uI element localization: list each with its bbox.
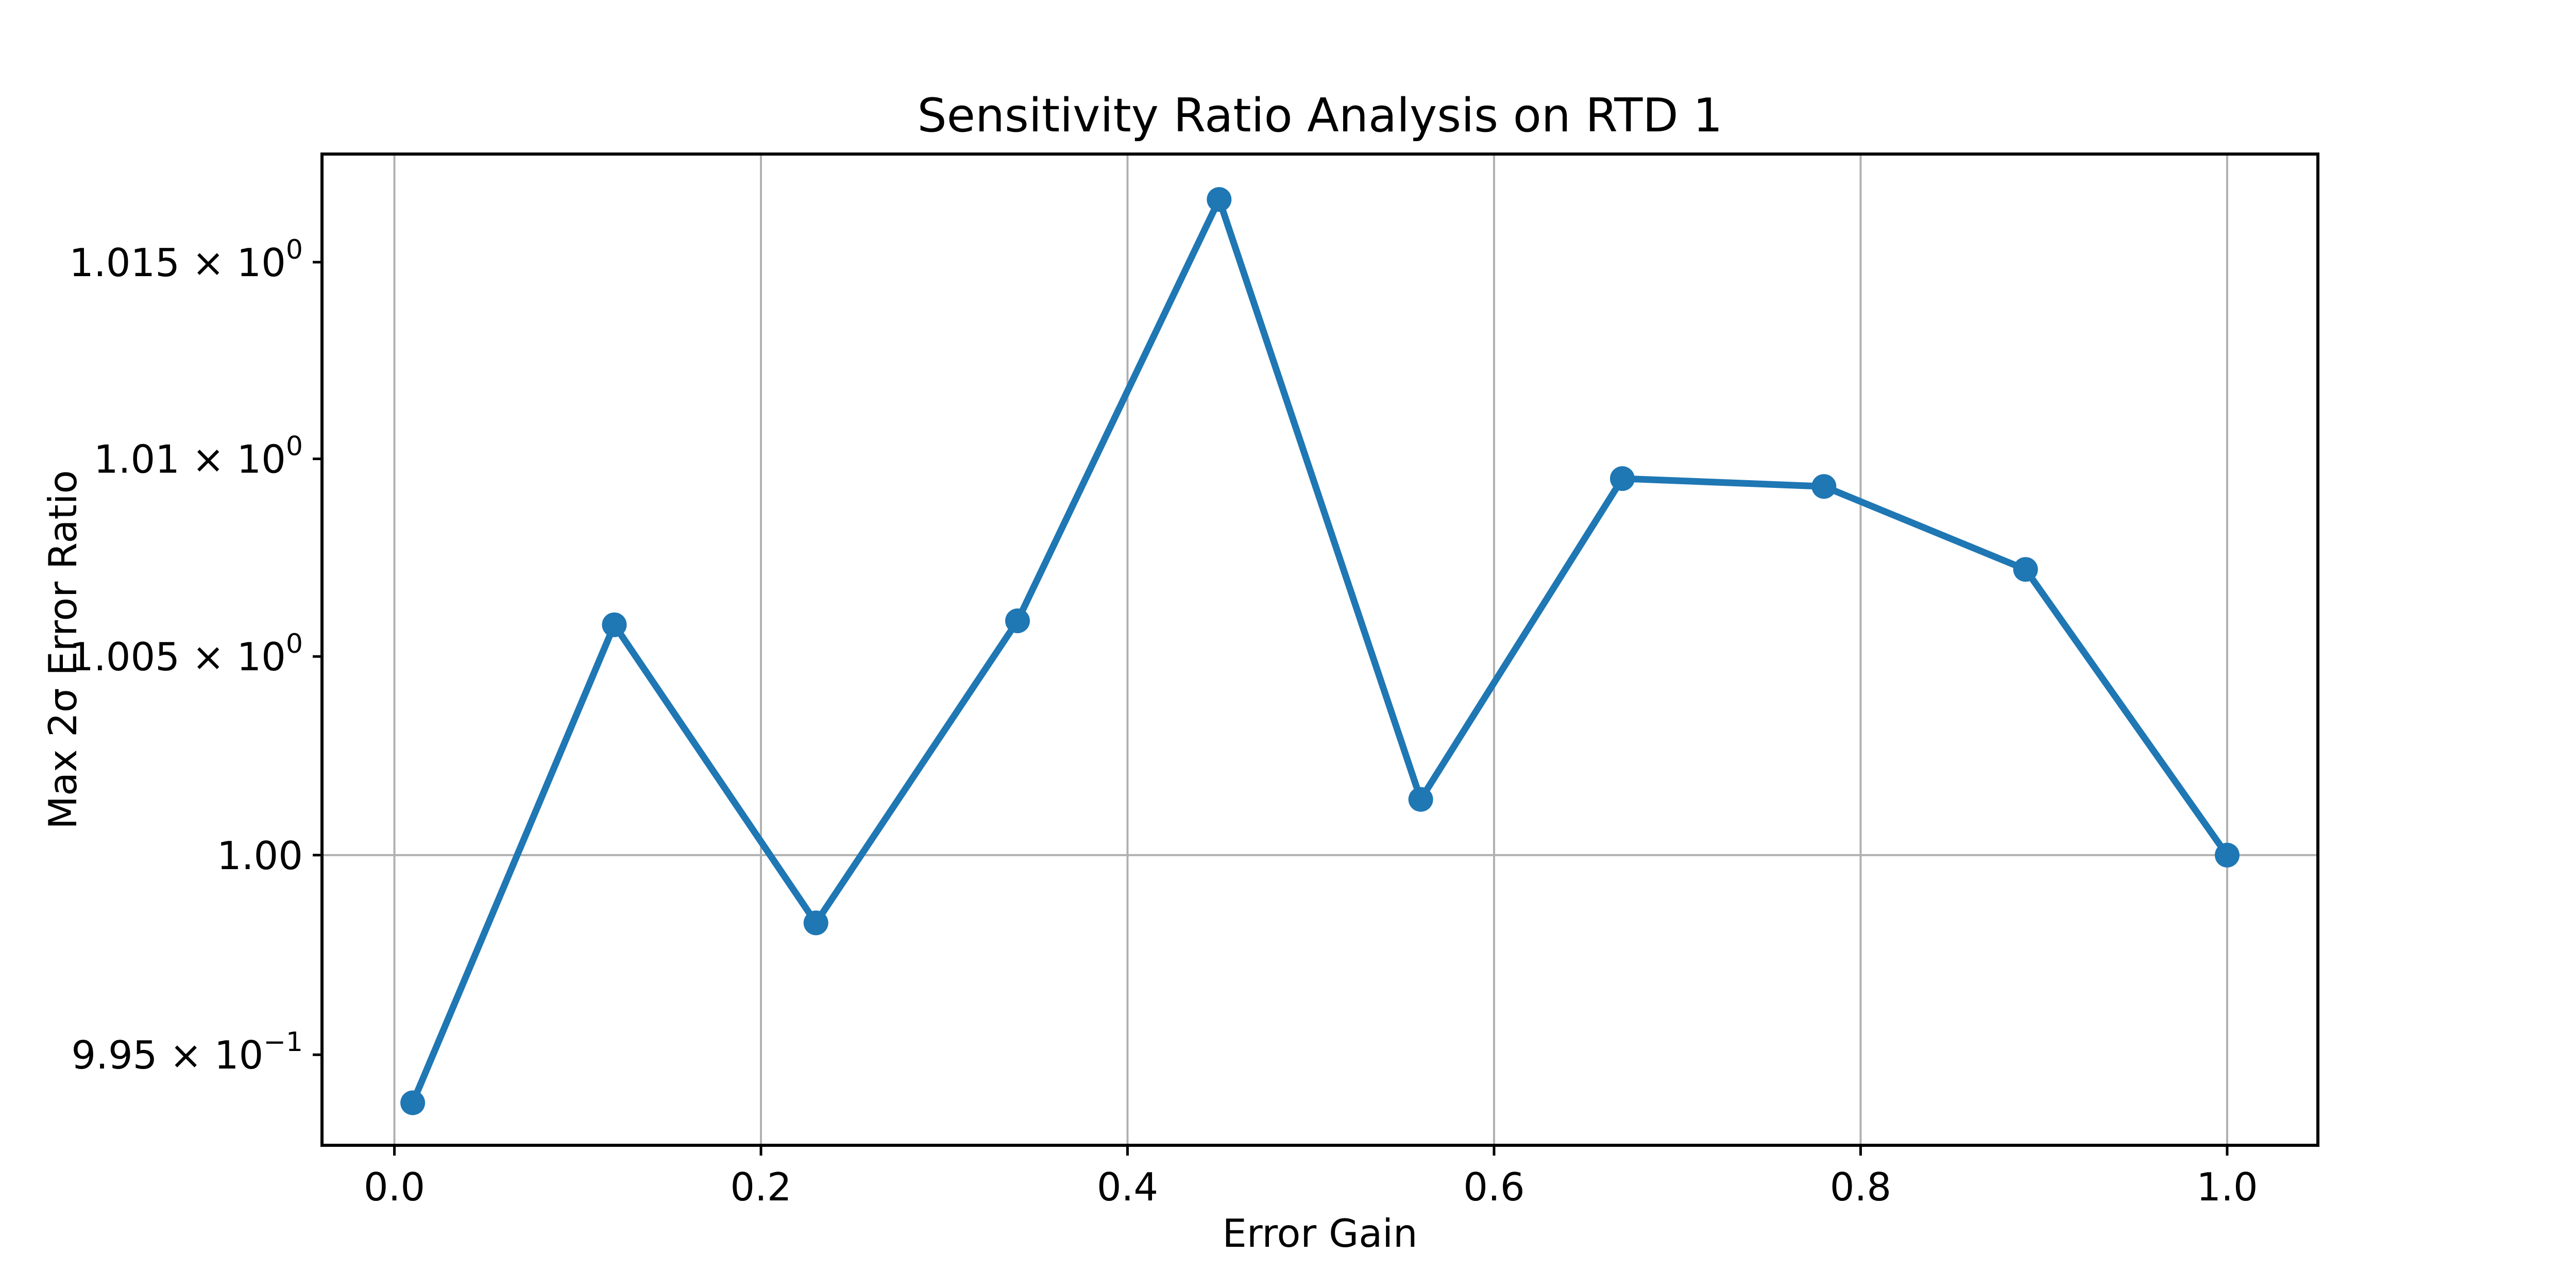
x-tick-label: 0.4 [1097,1164,1158,1210]
data-point [602,612,627,637]
y-tick-label: 1.00 [217,833,303,878]
y-axis-label: Max 2σ Error Ratio [40,470,86,829]
tick-label-layer: 0.0 0.2 0.4 0.6 0.8 1.0 1.015 × 100 1.01 × 100 1… [69,234,2258,1210]
data-point [1207,187,1232,212]
y-tick-label: 1.015 × 100 [69,234,303,285]
data-point [2013,557,2038,582]
y-tick-label: 1.005 × 100 [69,629,303,680]
data-point [2214,842,2240,868]
data-point [1811,474,1837,499]
data-point [1609,466,1635,491]
data-point [803,910,828,936]
chart-title: Sensitivity Ratio Analysis on RTD 1 [917,89,1722,143]
y-tick-label: 1.01 × 100 [94,431,303,482]
data-point [1005,608,1030,634]
data-point [400,1090,426,1115]
x-tick-label: 1.0 [2196,1164,2258,1210]
data-point [1408,787,1433,812]
data-line [409,196,2231,1107]
data-layer [400,187,2240,1115]
plot-frame [320,152,2319,1147]
x-tick-label: 0.2 [730,1164,791,1210]
x-axis-label: Error Gain [1222,1211,1417,1256]
y-tick-label: 9.95 × 10−1 [71,1027,303,1078]
x-tick-label: 0.8 [1830,1164,1891,1210]
grid-layer [322,154,2318,1145]
axes-layer [313,152,2319,1156]
x-tick-label: 0.0 [364,1164,425,1210]
x-tick-label: 0.6 [1463,1164,1524,1210]
